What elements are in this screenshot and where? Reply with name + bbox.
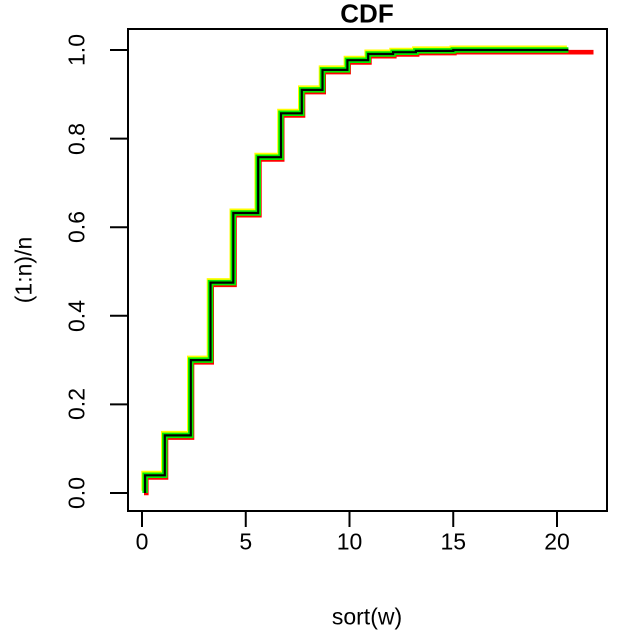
chart-title: CDF bbox=[340, 0, 394, 29]
y-tick-label: 0.8 bbox=[63, 122, 90, 155]
y-tick-label: 1.0 bbox=[63, 34, 90, 66]
x-tick-label: 10 bbox=[336, 528, 363, 555]
y-tick-label: 0.2 bbox=[63, 388, 90, 421]
x-tick-label: 15 bbox=[440, 528, 467, 555]
cdf-step-red bbox=[144, 49, 594, 496]
cdf-step-yellow bbox=[141, 45, 567, 491]
cdf-step-black bbox=[144, 48, 569, 493]
y-tick-label: 0.6 bbox=[63, 211, 90, 244]
x-tick-label: 0 bbox=[135, 528, 149, 555]
cdf-step-green bbox=[142, 47, 569, 493]
plot-area bbox=[127, 28, 608, 512]
x-axis-label: sort(w) bbox=[331, 603, 403, 630]
y-tick-label: 0.4 bbox=[63, 299, 90, 332]
x-tick-label: 5 bbox=[239, 528, 253, 555]
y-tick-label: 0.0 bbox=[63, 477, 90, 509]
y-axis-label: (1:n)/n bbox=[10, 236, 37, 304]
x-tick-label: 20 bbox=[544, 528, 570, 555]
